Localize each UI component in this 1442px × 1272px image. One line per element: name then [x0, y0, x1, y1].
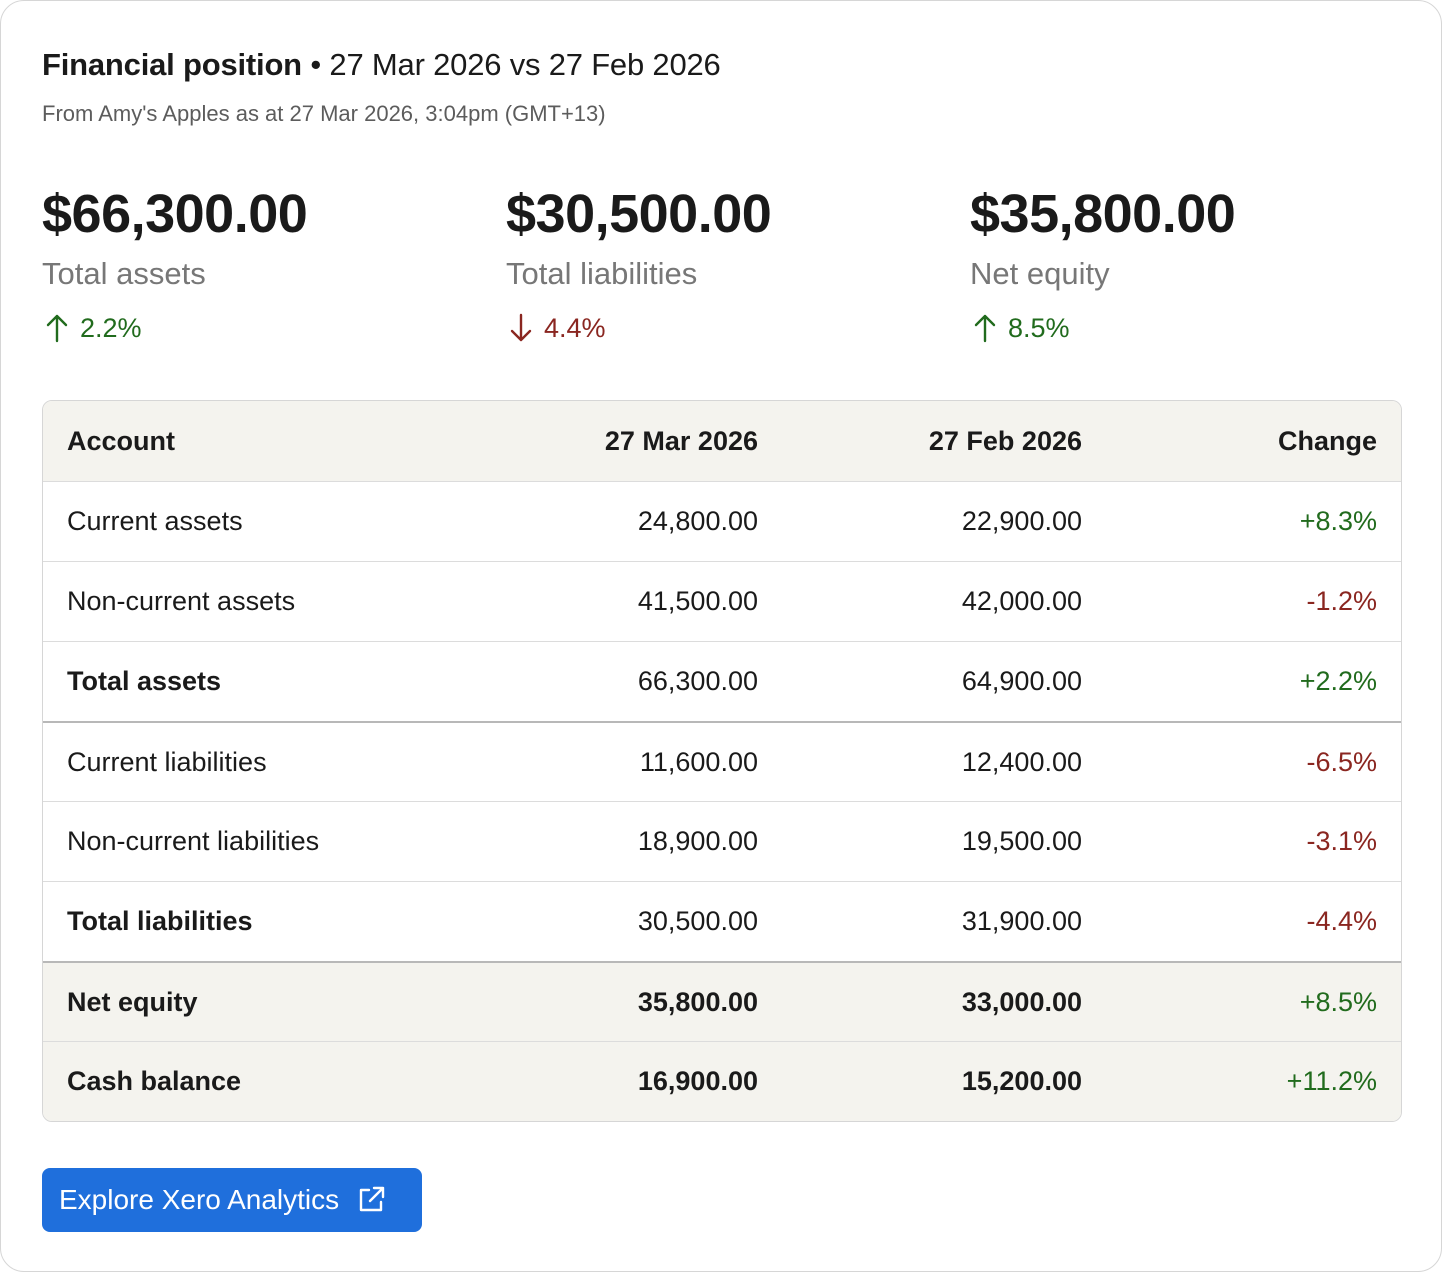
table-row: Current assets 24,800.00 22,900.00 +8.3%	[43, 481, 1401, 561]
explore-button-label: Explore Xero Analytics	[59, 1184, 340, 1215]
table-row-summary: Cash balance 16,900.00 15,200.00 +11.2%	[43, 1041, 1401, 1121]
feb-value: 12,400.00	[961, 746, 1082, 777]
metric-delta: 8.5%	[970, 311, 1390, 345]
column-header-change: Change	[1277, 425, 1377, 456]
arrow-down-icon	[510, 313, 532, 342]
column-header-feb: 27 Feb 2026	[928, 425, 1082, 456]
metric-amount: $35,800.00	[970, 184, 1236, 244]
metric-delta-value: 2.2%	[80, 313, 142, 343]
mar-value: 24,800.00	[637, 506, 758, 536]
metric-label: Net equity	[970, 256, 1110, 291]
arrow-up-icon	[46, 314, 68, 343]
feb-value: 64,900.00	[961, 666, 1082, 696]
explore-xero-analytics-button[interactable]: Explore Xero Analytics	[42, 1168, 422, 1232]
table-row-total: Total liabilities 30,500.00 31,900.00 -4…	[43, 881, 1401, 961]
account-name: Total assets	[67, 666, 222, 696]
account-name: Non-current assets	[67, 586, 296, 616]
column-header-account: Account	[67, 425, 175, 456]
table-row: Current liabilities 11,600.00 12,400.00 …	[43, 721, 1401, 801]
metric-label: Total liabilities	[506, 256, 698, 291]
metric-label: Total assets	[42, 256, 206, 291]
metric-amount: $66,300.00	[42, 184, 308, 244]
feb-value: 19,500.00	[961, 826, 1082, 856]
feb-value: 15,200.00	[961, 1066, 1082, 1096]
table-header-row: Account 27 Mar 2026 27 Feb 2026 Change	[43, 401, 1401, 481]
table-row: Non-current liabilities 18,900.00 19,500…	[43, 801, 1401, 881]
metric-delta: 2.2%	[42, 311, 462, 345]
change-value: -6.5%	[1306, 746, 1377, 777]
title-bullet: •	[310, 47, 321, 82]
table-row: Non-current assets 41,500.00 42,000.00 -…	[43, 561, 1401, 641]
table-row-total: Total assets 66,300.00 64,900.00 +2.2%	[43, 641, 1401, 721]
mar-value: 66,300.00	[637, 666, 758, 696]
arrow-up-icon	[974, 314, 996, 343]
change-value: +8.5%	[1299, 986, 1377, 1017]
feb-value: 42,000.00	[961, 586, 1082, 616]
table-row-summary: Net equity 35,800.00 33,000.00 +8.5%	[43, 961, 1401, 1041]
account-name: Cash balance	[67, 1066, 242, 1096]
metric-amount: $30,500.00	[506, 184, 772, 244]
change-value: -4.4%	[1306, 906, 1377, 936]
mar-value: 11,600.00	[639, 746, 758, 777]
page-title: Financial position • 27 Mar 2026 vs 27 F…	[42, 45, 721, 85]
metric-total-assets: $66,300.00 Total assets 2.2%	[42, 179, 462, 345]
change-value: +11.2%	[1286, 1066, 1377, 1096]
mar-value: 18,900.00	[637, 826, 758, 856]
title-range: 27 Mar 2026 vs 27 Feb 2026	[329, 47, 721, 82]
financial-table: Account 27 Mar 2026 27 Feb 2026 Change C…	[42, 400, 1402, 1122]
column-header-mar: 27 Mar 2026	[604, 425, 758, 456]
metric-delta: 4.4%	[506, 311, 926, 345]
mar-value: 35,800.00	[637, 986, 758, 1017]
change-value: -1.2%	[1306, 586, 1377, 616]
metric-total-liabilities: $30,500.00 Total liabilities 4.4%	[506, 179, 926, 345]
account-name: Net equity	[67, 986, 198, 1017]
account-name: Non-current liabilities	[67, 826, 320, 856]
feb-value: 31,900.00	[961, 906, 1082, 936]
change-value: +2.2%	[1299, 666, 1377, 696]
account-name: Total liabilities	[67, 906, 253, 936]
change-value: -3.1%	[1306, 826, 1377, 856]
metric-delta-value: 4.4%	[544, 313, 606, 343]
title-strong: Financial position	[42, 47, 302, 82]
feb-value: 22,900.00	[961, 506, 1082, 536]
mar-value: 41,500.00	[637, 586, 758, 616]
change-value: +8.3%	[1299, 506, 1377, 536]
account-name: Current assets	[67, 506, 243, 536]
metric-delta-value: 8.5%	[1008, 313, 1070, 343]
feb-value: 33,000.00	[961, 986, 1082, 1017]
mar-value: 30,500.00	[637, 906, 758, 936]
external-link-icon	[359, 1186, 385, 1212]
metric-net-equity: $35,800.00 Net equity 8.5%	[970, 179, 1390, 345]
account-name: Current liabilities	[67, 746, 267, 777]
mar-value: 16,900.00	[637, 1066, 758, 1096]
page-subtitle: From Amy's Apples as at 27 Mar 2026, 3:0…	[42, 101, 606, 126]
